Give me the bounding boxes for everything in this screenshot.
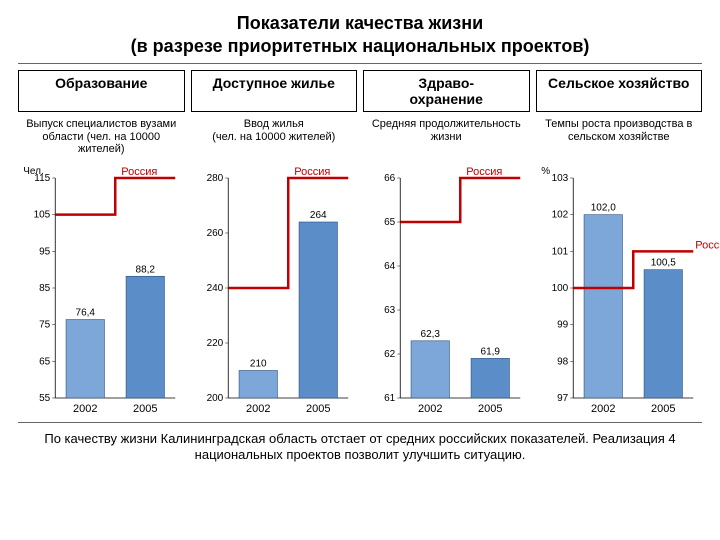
svg-text:Россия: Россия bbox=[294, 166, 330, 178]
svg-text:63: 63 bbox=[384, 305, 396, 316]
title-line-1: Показатели качества жизни bbox=[237, 13, 483, 33]
page-title: Показатели качества жизни (в разрезе при… bbox=[18, 12, 702, 57]
svg-text:88,2: 88,2 bbox=[136, 264, 156, 275]
svg-text:2005: 2005 bbox=[306, 403, 330, 415]
svg-text:97: 97 bbox=[557, 393, 569, 404]
svg-text:61: 61 bbox=[384, 393, 396, 404]
svg-text:2002: 2002 bbox=[246, 403, 270, 415]
svg-text:100: 100 bbox=[551, 283, 568, 294]
top-separator bbox=[18, 63, 702, 64]
svg-text:99: 99 bbox=[557, 320, 569, 331]
svg-text:85: 85 bbox=[39, 283, 51, 294]
column-headers: ОбразованиеДоступное жильеЗдраво-охранен… bbox=[18, 70, 702, 112]
header-box: Сельское хозяйство bbox=[536, 70, 703, 112]
svg-text:100,5: 100,5 bbox=[650, 258, 675, 269]
svg-text:105: 105 bbox=[34, 210, 51, 221]
subheader-text: Выпуск специалистов вузами области (чел.… bbox=[18, 118, 185, 156]
svg-text:66: 66 bbox=[384, 173, 396, 184]
header-box: Здраво-охранение bbox=[363, 70, 530, 112]
svg-text:65: 65 bbox=[384, 217, 396, 228]
svg-text:64: 64 bbox=[384, 261, 396, 272]
svg-text:62,3: 62,3 bbox=[421, 329, 441, 340]
svg-text:240: 240 bbox=[206, 283, 223, 294]
svg-text:Россия: Россия bbox=[695, 239, 720, 251]
svg-text:200: 200 bbox=[206, 393, 223, 404]
svg-text:76,4: 76,4 bbox=[76, 308, 96, 319]
svg-text:Россия: Россия bbox=[466, 166, 502, 178]
column-subheaders: Выпуск специалистов вузами области (чел.… bbox=[18, 118, 702, 156]
svg-text:102: 102 bbox=[551, 210, 568, 221]
footer-text: По качеству жизни Калининградская област… bbox=[18, 431, 702, 464]
svg-text:2002: 2002 bbox=[73, 403, 97, 415]
charts-row: Чел.556575859510511576,4200288,22005Росс… bbox=[18, 160, 702, 420]
svg-text:102,0: 102,0 bbox=[590, 203, 615, 214]
svg-text:2005: 2005 bbox=[133, 403, 157, 415]
svg-text:260: 260 bbox=[206, 228, 223, 239]
svg-text:210: 210 bbox=[249, 359, 266, 370]
svg-text:115: 115 bbox=[34, 173, 50, 184]
svg-text:280: 280 bbox=[206, 173, 223, 184]
svg-text:62: 62 bbox=[384, 349, 396, 360]
svg-text:2005: 2005 bbox=[478, 403, 502, 415]
header-box: Образование bbox=[18, 70, 185, 112]
svg-text:75: 75 bbox=[39, 320, 51, 331]
svg-text:2005: 2005 bbox=[651, 403, 675, 415]
svg-text:61,9: 61,9 bbox=[481, 347, 501, 358]
svg-text:220: 220 bbox=[206, 338, 223, 349]
chart-panel: Чел.556575859510511576,4200288,22005Росс… bbox=[18, 160, 185, 420]
svg-text:65: 65 bbox=[39, 356, 51, 367]
title-line-2: (в разрезе приоритетных национальных про… bbox=[131, 36, 590, 56]
svg-text:2002: 2002 bbox=[591, 403, 615, 415]
svg-text:264: 264 bbox=[309, 210, 326, 221]
svg-text:Россия: Россия bbox=[121, 166, 157, 178]
svg-text:2002: 2002 bbox=[418, 403, 442, 415]
svg-text:103: 103 bbox=[551, 173, 568, 184]
subheader-text: Ввод жилья(чел. на 10000 жителей) bbox=[191, 118, 358, 156]
chart-panel: 61 62 63 64 65 66 62,3 2002 61,9 2005 Россия bbox=[363, 160, 530, 420]
subheader-text: Средняя продолжительность жизни bbox=[363, 118, 530, 156]
svg-text:101: 101 bbox=[551, 246, 568, 257]
header-box: Доступное жилье bbox=[191, 70, 358, 112]
subheader-text: Темпы роста производства в сельском хозя… bbox=[536, 118, 703, 156]
svg-text:%: % bbox=[541, 166, 550, 177]
chart-panel: 200 220 240 260 280 210 2002 264 2005 Россия bbox=[191, 160, 358, 420]
svg-text:98: 98 bbox=[557, 356, 569, 367]
svg-text:55: 55 bbox=[39, 393, 51, 404]
bottom-separator bbox=[18, 422, 702, 423]
chart-panel: %979899100101102103102,02002100,52005Рос… bbox=[536, 160, 703, 420]
svg-text:95: 95 bbox=[39, 246, 51, 257]
